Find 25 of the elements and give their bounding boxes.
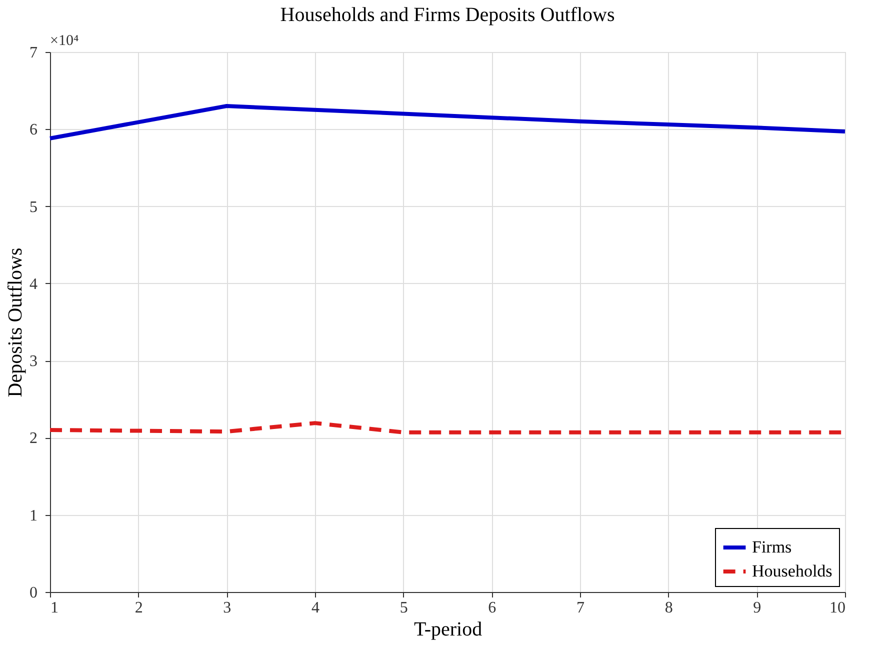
y-tick-label: 5 — [30, 198, 38, 216]
y-tick-label: 3 — [30, 353, 38, 370]
y-tick-label: 2 — [30, 430, 38, 448]
line-series — [48, 104, 847, 140]
x-tick-label: 3 — [223, 600, 232, 616]
x-tick-label: 6 — [488, 600, 496, 616]
y-tick-label: 1 — [30, 507, 38, 524]
x-tick-label: 8 — [664, 600, 673, 616]
x-tick-label: 9 — [753, 600, 762, 616]
y-axis-title: Deposits Outflows — [4, 248, 26, 398]
legend-label: Households — [752, 562, 832, 580]
x-axis-title: T-period — [414, 618, 482, 640]
x-tick-label: 10 — [830, 600, 846, 616]
x-tick-label: 1 — [50, 600, 58, 616]
x-tick-label: 2 — [134, 600, 143, 616]
x-tick-label: 5 — [400, 600, 408, 616]
text: ×10⁴ — [50, 33, 79, 49]
y-tick-label: 7 — [30, 44, 38, 62]
legend-label: Firms — [752, 538, 792, 556]
y-tick-label: 6 — [30, 122, 38, 139]
x-tick-label: 7 — [576, 600, 584, 616]
chart-title: Households and Firms Deposits Outflows — [280, 4, 615, 26]
y-tick-label: 0 — [30, 584, 38, 602]
y-tick-label: 4 — [30, 276, 38, 293]
x-tick-label: 4 — [312, 600, 320, 616]
